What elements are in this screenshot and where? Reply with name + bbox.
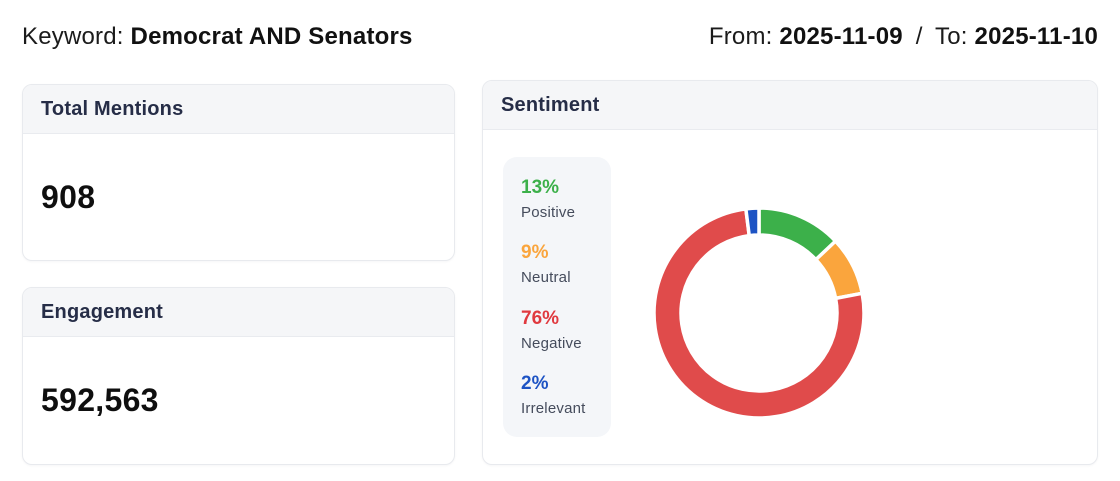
header-row: Keyword: Democrat AND Senators From: 202…	[22, 23, 1098, 51]
keyword-label: Keyword:	[22, 23, 124, 50]
legend-label-neutral: Neutral	[521, 269, 571, 287]
from-label: From:	[708, 23, 773, 50]
from-date: 2025-11-09	[779, 23, 903, 50]
sentiment-title: Sentiment	[501, 93, 600, 116]
engagement-header: Engagement	[23, 288, 454, 337]
sentiment-donut-chart	[647, 201, 871, 425]
keyword-display: Keyword: Democrat AND Senators	[22, 23, 413, 51]
legend-item-neutral: 9% Neutral	[521, 242, 593, 286]
total-mentions-card: Total Mentions 908	[22, 84, 455, 261]
total-mentions-value: 908	[41, 178, 96, 215]
sentiment-card: Sentiment 13% Positive 9% Neutral 76% Ne…	[482, 80, 1098, 465]
sentiment-legend: 13% Positive 9% Neutral 76% Negative 2% …	[503, 157, 611, 437]
total-mentions-body: 908	[23, 134, 454, 260]
date-range-display: From: 2025-11-09 / To: 2025-11-10	[709, 23, 1098, 51]
donut-segment-negative[interactable]	[652, 207, 866, 420]
engagement-card: Engagement 592,563	[22, 287, 455, 465]
to-label: To:	[935, 23, 968, 50]
legend-label-irrelevant: Irrelevant	[521, 399, 586, 417]
legend-pct-positive: 13%	[521, 177, 560, 198]
legend-label-positive: Positive	[521, 203, 576, 221]
legend-pct-irrelevant: 2%	[521, 373, 549, 395]
legend-pct-neutral: 9%	[521, 242, 549, 264]
engagement-title: Engagement	[41, 300, 164, 323]
legend-label-negative: Negative	[521, 334, 582, 352]
legend-item-positive: 13% Positive	[521, 177, 593, 221]
donut-svg	[652, 206, 866, 420]
engagement-body: 592,563	[23, 337, 454, 464]
engagement-value: 592,563	[41, 382, 159, 418]
donut-segment-irrelevant[interactable]	[744, 206, 761, 238]
legend-item-irrelevant: 2% Irrelevant	[521, 373, 593, 417]
total-mentions-title: Total Mentions	[41, 97, 184, 120]
to-date: 2025-11-10	[974, 23, 1098, 50]
date-separator: /	[915, 23, 923, 50]
legend-item-negative: 76% Negative	[521, 308, 593, 352]
keyword-value: Democrat AND Senators	[130, 23, 413, 50]
legend-pct-negative: 76%	[521, 307, 560, 329]
total-mentions-header: Total Mentions	[23, 85, 454, 134]
sentiment-header: Sentiment	[483, 81, 1097, 130]
